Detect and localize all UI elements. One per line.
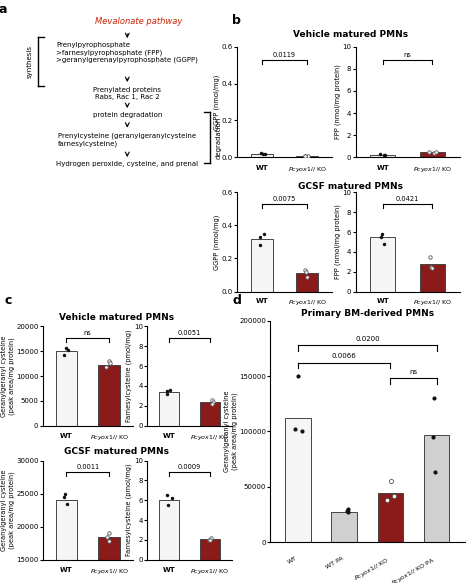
Bar bbox=[370, 237, 395, 292]
Bar bbox=[420, 264, 445, 292]
Text: $\it{Pcyox1l}$/ KO: $\it{Pcyox1l}$/ KO bbox=[413, 165, 452, 174]
Bar bbox=[99, 365, 120, 426]
Text: Prenylcysteine (geranylgeranylcysteine
farnesylcysteine): Prenylcysteine (geranylgeranylcysteine f… bbox=[58, 132, 196, 146]
Text: 0.0421: 0.0421 bbox=[396, 196, 419, 202]
Text: WT: WT bbox=[376, 165, 389, 171]
Bar bbox=[159, 392, 180, 426]
Text: GCSF matured PMNs: GCSF matured PMNs bbox=[298, 182, 403, 191]
Text: Mevalonate pathway: Mevalonate pathway bbox=[95, 17, 182, 26]
Bar bbox=[370, 155, 395, 157]
Text: $\it{Pcyox1l}$/ KO: $\it{Pcyox1l}$/ KO bbox=[191, 567, 229, 575]
Text: Vehicle matured PMNs: Vehicle matured PMNs bbox=[59, 313, 173, 322]
Text: WT: WT bbox=[287, 556, 298, 565]
Text: 0.0119: 0.0119 bbox=[273, 52, 296, 58]
Text: WT: WT bbox=[163, 567, 176, 573]
Text: b: b bbox=[232, 14, 241, 27]
Y-axis label: FPP (nmol/mg protein): FPP (nmol/mg protein) bbox=[335, 65, 341, 139]
Text: Prenylpyrophosphate
>farnesylpyrophosphate (FPP)
>geranylgerenaylpyrophosphate (: Prenylpyrophosphate >farnesylpyrophospha… bbox=[56, 43, 198, 64]
Text: 0.0051: 0.0051 bbox=[178, 331, 201, 336]
Text: d: d bbox=[232, 294, 241, 307]
Text: Prenylated proteins
Rabs, Rac 1, Rac 2: Prenylated proteins Rabs, Rac 1, Rac 2 bbox=[93, 87, 161, 100]
Text: 0.0200: 0.0200 bbox=[355, 336, 380, 342]
Bar bbox=[159, 500, 180, 560]
Text: degradation: degradation bbox=[216, 117, 222, 159]
Text: c: c bbox=[5, 294, 12, 307]
Text: ns: ns bbox=[410, 369, 418, 375]
Bar bbox=[331, 512, 357, 542]
Y-axis label: Farnesylcysteine (pmol/mg): Farnesylcysteine (pmol/mg) bbox=[126, 464, 132, 556]
Text: WT PA: WT PA bbox=[325, 556, 344, 570]
Text: WT: WT bbox=[60, 567, 73, 573]
Y-axis label: Farnesylcysteine (pmol/mg): Farnesylcysteine (pmol/mg) bbox=[126, 330, 132, 422]
Bar bbox=[55, 500, 77, 583]
Text: 0.0011: 0.0011 bbox=[76, 465, 99, 470]
Text: $\it{Pcyox1l}$/ KO: $\it{Pcyox1l}$/ KO bbox=[90, 433, 128, 441]
Bar bbox=[251, 238, 273, 292]
Text: ns: ns bbox=[84, 331, 91, 336]
Bar bbox=[296, 273, 318, 292]
Text: $\it{Pcyox1l}$/ KO: $\it{Pcyox1l}$/ KO bbox=[413, 298, 452, 307]
Text: $\it{Pcyox1l}$/ KO: $\it{Pcyox1l}$/ KO bbox=[288, 298, 327, 307]
Bar bbox=[296, 156, 318, 157]
Text: WT: WT bbox=[255, 165, 268, 171]
Text: Hydrogen peroxide, cysteine, and prenal: Hydrogen peroxide, cysteine, and prenal bbox=[56, 161, 198, 167]
Text: $\it{Pcyox1l}$/ KO: $\it{Pcyox1l}$/ KO bbox=[288, 165, 327, 174]
Text: 0.0066: 0.0066 bbox=[332, 353, 356, 359]
Y-axis label: Geranylgeranyl cysteine
(peak area/mg protein): Geranylgeranyl cysteine (peak area/mg pr… bbox=[1, 335, 15, 417]
Bar bbox=[420, 152, 445, 157]
Text: a: a bbox=[0, 3, 7, 16]
Bar bbox=[200, 539, 220, 560]
Y-axis label: GGPP (nmol/mg): GGPP (nmol/mg) bbox=[214, 215, 220, 269]
Text: WT: WT bbox=[60, 433, 73, 438]
Y-axis label: Geranylgeranyl cysteine
(peak area/mg protein): Geranylgeranyl cysteine (peak area/mg pr… bbox=[1, 469, 15, 551]
Text: $\it{Pcyox1l}$/ KO: $\it{Pcyox1l}$/ KO bbox=[191, 433, 229, 441]
Y-axis label: Geranylgeranyl cysteine
(peak area/mg protein): Geranylgeranyl cysteine (peak area/mg pr… bbox=[224, 391, 237, 472]
Text: Vehicle matured PMNs: Vehicle matured PMNs bbox=[293, 30, 408, 40]
Bar bbox=[285, 418, 310, 542]
Text: WT: WT bbox=[255, 298, 268, 304]
Bar bbox=[251, 154, 273, 157]
Bar bbox=[378, 493, 403, 542]
Text: 0.0075: 0.0075 bbox=[273, 196, 296, 202]
Y-axis label: FPP (nmol/mg protein): FPP (nmol/mg protein) bbox=[335, 205, 341, 279]
Bar bbox=[424, 435, 449, 542]
Bar bbox=[55, 351, 77, 426]
Y-axis label: GGPP (nmol/mg): GGPP (nmol/mg) bbox=[214, 75, 220, 129]
Text: synthesis: synthesis bbox=[26, 45, 32, 78]
Text: WT: WT bbox=[163, 433, 176, 438]
Text: $\it{Pcyox1l}$/ KO: $\it{Pcyox1l}$/ KO bbox=[352, 556, 391, 583]
Bar bbox=[99, 536, 120, 583]
Text: $\it{Pcyox1l}$/ KO PA: $\it{Pcyox1l}$/ KO PA bbox=[390, 556, 437, 583]
Text: protein degradation: protein degradation bbox=[92, 113, 162, 118]
Text: WT: WT bbox=[376, 298, 389, 304]
Text: GCSF matured PMNs: GCSF matured PMNs bbox=[64, 447, 169, 456]
Text: $\it{Pcyox1l}$/ KO: $\it{Pcyox1l}$/ KO bbox=[90, 567, 128, 575]
Title: Primary BM-derived PMNs: Primary BM-derived PMNs bbox=[301, 310, 434, 318]
Bar bbox=[200, 402, 220, 426]
Text: ns: ns bbox=[404, 52, 411, 58]
Text: 0.0009: 0.0009 bbox=[178, 465, 201, 470]
